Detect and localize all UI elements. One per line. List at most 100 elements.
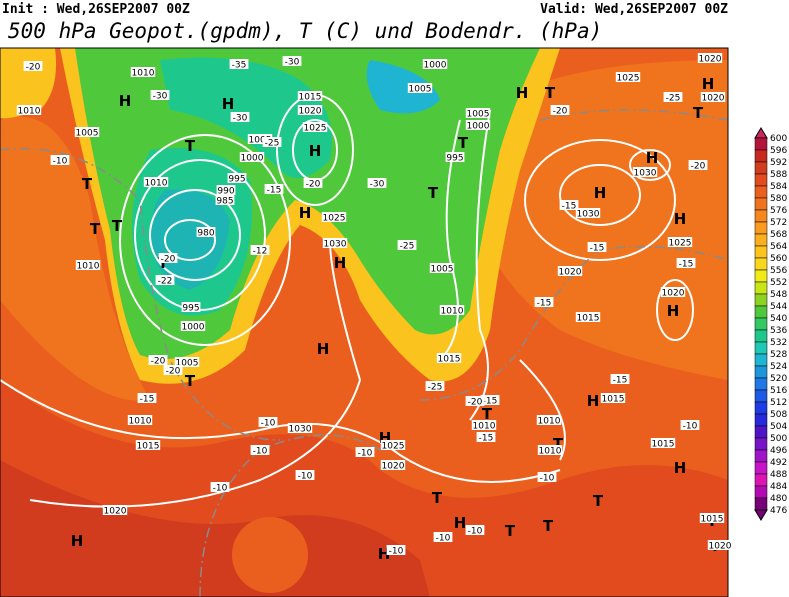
- isotherm-label: -15: [479, 434, 494, 444]
- color-legend: 600 596 592 588 584 580 576 572 568 564 560 556 552 5…: [754, 127, 787, 521]
- isotherm-label-box: [433, 532, 453, 542]
- isobar-label: 1025: [382, 442, 405, 452]
- isotherm-label: -20: [691, 162, 706, 172]
- legend-label: 572: [770, 218, 787, 228]
- isobar-label-box: [322, 238, 348, 248]
- isobar-label-box: [422, 59, 448, 69]
- isotherm-label-box: [610, 374, 630, 384]
- isobar-label-box: [429, 263, 455, 273]
- isobar-label: 1015: [137, 442, 160, 452]
- legend-swatch: [754, 353, 768, 367]
- pressure-center: H: [71, 532, 84, 550]
- isotherm-label: -25: [428, 383, 443, 393]
- isotherm-label-box: [587, 242, 607, 252]
- isobar-label-box: [439, 305, 465, 315]
- legend-label: 496: [770, 446, 787, 456]
- isobar-label-box: [297, 105, 323, 115]
- isotherm-label: -10: [253, 447, 268, 457]
- pressure-center: H: [309, 142, 322, 160]
- isobar-label: 1030: [289, 425, 312, 435]
- isotherm-label: -15: [679, 260, 694, 270]
- isotherm-label: -20: [161, 255, 176, 265]
- isobar-label-box: [321, 212, 347, 222]
- pressure-center: H: [667, 302, 680, 320]
- isobar-label: 995: [182, 304, 199, 314]
- isobar-label-box: [632, 167, 658, 177]
- isobar-label: 1000: [182, 323, 205, 333]
- isobar-label: 1025: [304, 124, 327, 134]
- isotherm-label: -10: [261, 419, 276, 429]
- legend-label: 484: [770, 482, 787, 492]
- isotherm-label: -30: [233, 114, 248, 124]
- isobar-label: 1005: [176, 359, 199, 369]
- isobar-label: 1005: [76, 129, 99, 139]
- isobar-label-box: [75, 260, 101, 270]
- legend-label: 524: [770, 362, 787, 372]
- legend-label: 540: [770, 314, 787, 324]
- pressure-center: T: [593, 492, 604, 510]
- pressure-center: T: [90, 220, 101, 238]
- pressure-center: T: [693, 104, 704, 122]
- legend-label: 512: [770, 398, 787, 408]
- isobar-label: 1025: [669, 239, 692, 249]
- isobar-label: 1010: [538, 417, 561, 427]
- orange-area: [0, 116, 150, 401]
- legend-label: 556: [770, 266, 787, 276]
- isobar-label: 1030: [577, 210, 600, 220]
- legend-swatch: [754, 281, 768, 295]
- isobar-label-box: [471, 420, 497, 430]
- legend-swatch: [754, 377, 768, 391]
- isotherm-label: -10: [213, 484, 228, 494]
- legend-label: 596: [770, 146, 787, 156]
- pressure-center: H: [119, 92, 132, 110]
- isobar-label-box: [287, 423, 313, 433]
- valid-time: Valid: Wed,26SEP2007 00Z: [540, 2, 728, 17]
- isobar-label-box: [445, 152, 465, 162]
- isotherm-label: -35: [232, 61, 247, 71]
- init-time: Init : Wed,26SEP2007 00Z: [2, 2, 190, 17]
- isotherm-label-box: [262, 137, 282, 147]
- isotherm-label: -20: [151, 357, 166, 367]
- isotherm-label: -10: [389, 547, 404, 557]
- legend-label: 564: [770, 242, 787, 252]
- isobar-label-box: [143, 177, 169, 187]
- legend-label: 588: [770, 170, 787, 180]
- legend-swatch: [754, 413, 768, 427]
- isotherm-label-box: [137, 393, 157, 403]
- isobar-label-box: [700, 92, 726, 102]
- legend-swatch: [754, 329, 768, 343]
- pressure-center: H: [299, 204, 312, 222]
- pressure-center: H: [334, 254, 347, 272]
- isotherm-label-box: [425, 381, 445, 391]
- legend-swatch: [754, 461, 768, 475]
- isobar-label-box: [215, 195, 235, 205]
- isobar-label-box: [407, 83, 433, 93]
- isobar-label: 1005: [431, 265, 454, 275]
- isobar-label: 1020: [709, 542, 732, 552]
- isobar-label-box: [575, 312, 601, 322]
- pressure-center: T: [112, 217, 123, 235]
- pressure-center: H: [516, 84, 529, 102]
- isobar-label-box: [536, 415, 562, 425]
- isobar-label-box: [557, 266, 583, 276]
- legend-swatch: [754, 365, 768, 379]
- isotherm-label-box: [163, 365, 183, 375]
- isotherm-label-box: [230, 112, 250, 122]
- isobar-label-box: [297, 91, 323, 101]
- cold-core: [366, 60, 440, 114]
- isobar-label-box: [380, 440, 406, 450]
- isobar-label-box: [74, 127, 100, 137]
- isotherm-label-box: [397, 240, 417, 250]
- isobar-label: 1000: [467, 122, 490, 132]
- isotherm-label-box: [676, 258, 696, 268]
- isotherm-label: -20: [553, 107, 568, 117]
- isobar-label: 1020: [702, 94, 725, 104]
- legend-label: 516: [770, 386, 787, 396]
- legend-swatch: [754, 293, 768, 307]
- isobar-label-box: [537, 445, 563, 455]
- legend-swatch: [754, 473, 768, 487]
- isobar-label: 1005: [409, 85, 432, 95]
- isobar-label: 1020: [104, 507, 127, 517]
- map-frame: [0, 47, 729, 597]
- pressure-center: T: [458, 134, 469, 152]
